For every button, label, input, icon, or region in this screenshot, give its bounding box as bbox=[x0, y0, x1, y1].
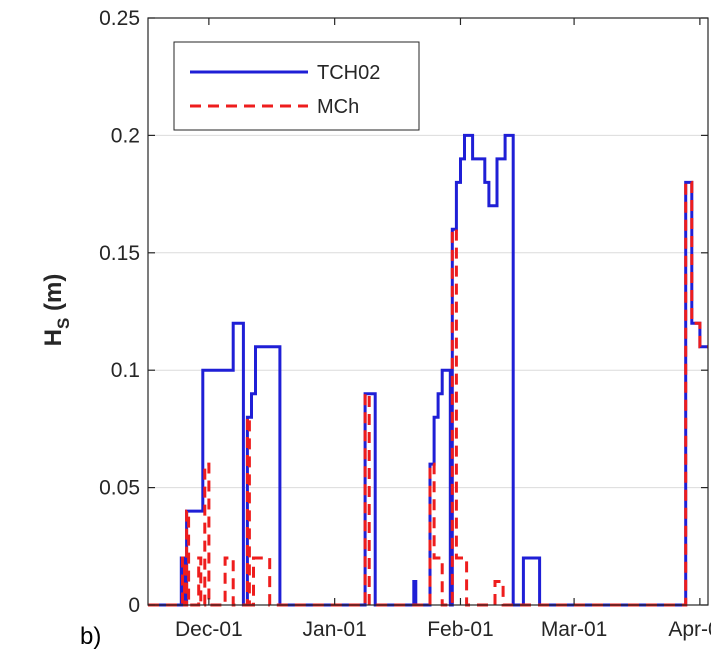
y-axis-label: HS (m) bbox=[40, 274, 73, 347]
x-tick-label-4: Apr-01 bbox=[668, 618, 711, 641]
plot-frame bbox=[147, 17, 709, 606]
legend-box bbox=[173, 41, 420, 131]
legend-label-series-1: TCH02 bbox=[317, 62, 380, 84]
y-axis-label-unit: (m) bbox=[40, 274, 67, 318]
series-line-1 bbox=[148, 133, 708, 607]
y-tick-label-1: 0.05 bbox=[99, 477, 140, 500]
y-axis-label-subscript: S bbox=[54, 318, 73, 329]
series-layer bbox=[148, 133, 708, 607]
y-axis-label-symbol: H bbox=[40, 329, 67, 346]
x-tick-label-1: Jan-01 bbox=[303, 618, 367, 641]
y-tick-label-4: 0.2 bbox=[111, 124, 140, 147]
tick-layer: 0 0.05 0.1 0.15 0.2 0.25 Dec-01 Jan-01 Feb-01 Mar… bbox=[99, 7, 711, 641]
x-tick-label-2: Feb-01 bbox=[427, 618, 494, 641]
legend: TCH02 MCh bbox=[173, 41, 420, 131]
y-tick-label-5: 0.25 bbox=[99, 7, 140, 30]
y-tick-label-2: 0.1 bbox=[111, 359, 140, 382]
y-tick-label-0: 0 bbox=[128, 594, 140, 617]
legend-label-series-2: MCh bbox=[317, 96, 359, 118]
grid-layer bbox=[148, 134, 708, 489]
x-tick-label-0: Dec-01 bbox=[175, 618, 243, 641]
y-tick-label-3: 0.15 bbox=[99, 242, 140, 265]
x-tick-label-3: Mar-01 bbox=[541, 618, 608, 641]
panel-label: b) bbox=[80, 623, 101, 650]
axes-layer bbox=[147, 17, 709, 606]
series-line-2 bbox=[148, 180, 708, 607]
